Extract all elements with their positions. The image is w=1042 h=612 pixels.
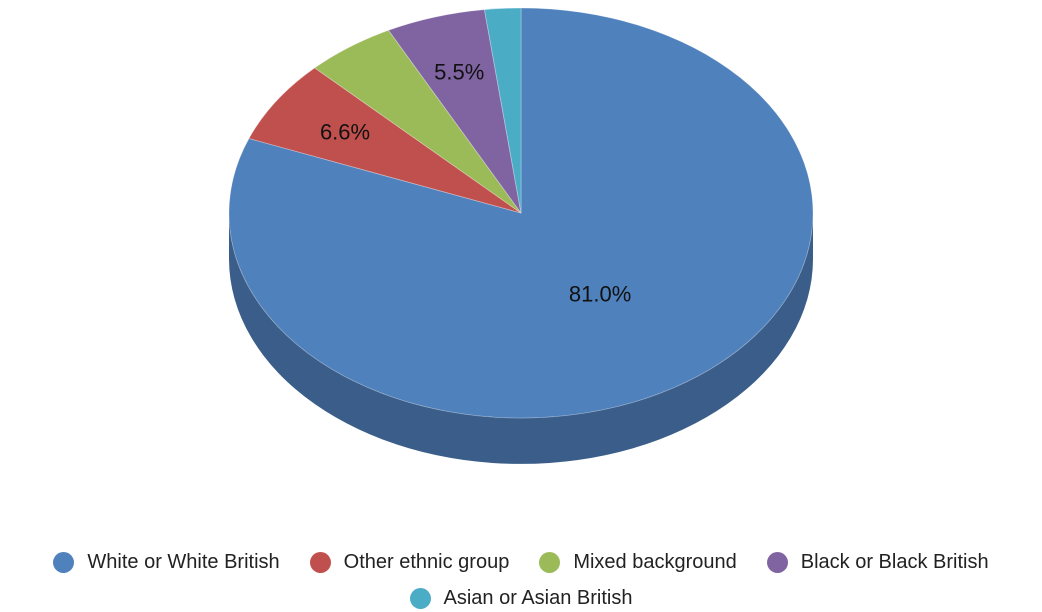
legend-label: Other ethnic group	[343, 550, 510, 573]
legend-item-asian-or-asian-british: Asian or Asian British	[409, 584, 633, 612]
legend-item-mixed-background: Mixed background	[539, 548, 737, 576]
pie-side-white-or-white-british	[229, 213, 813, 464]
data-label-black-or-black-british: 5.5%	[434, 59, 484, 84]
legend-swatch-icon	[409, 587, 431, 609]
data-label-white-or-white-british: 81.0%	[569, 282, 631, 307]
pie-top	[228, 7, 814, 419]
pie-slice-asian-or-asian-british	[483, 7, 522, 214]
legend-label: Asian or Asian British	[443, 586, 633, 609]
legend-swatch-icon	[53, 551, 75, 573]
pie-depth	[229, 213, 813, 464]
pie-labels: 81.0% 6.6% 5.5%	[320, 59, 631, 306]
legend-swatch-icon	[309, 551, 331, 573]
legend-label: Black or Black British	[800, 550, 989, 573]
legend-label: White or White British	[87, 550, 280, 573]
legend-item-other-ethnic-group: Other ethnic group	[309, 548, 510, 576]
pie-slice-other-ethnic-group	[248, 67, 522, 214]
pie-slice-mixed-background	[313, 29, 522, 214]
data-label-other-ethnic-group: 6.6%	[320, 120, 370, 145]
pie-slice-white-or-white-british	[228, 7, 814, 419]
legend-swatch-icon	[539, 551, 561, 573]
legend: White or White British Other ethnic group…	[0, 548, 1042, 612]
legend-label: Mixed background	[573, 550, 737, 573]
pie-slice-black-or-black-british	[387, 9, 522, 214]
pie-chart: 81.0% 6.6% 5.5%	[228, 7, 814, 464]
legend-swatch-icon	[766, 551, 788, 573]
legend-item-white-or-white-british: White or White British	[53, 548, 280, 576]
legend-item-black-or-black-british: Black or Black British	[766, 548, 989, 576]
